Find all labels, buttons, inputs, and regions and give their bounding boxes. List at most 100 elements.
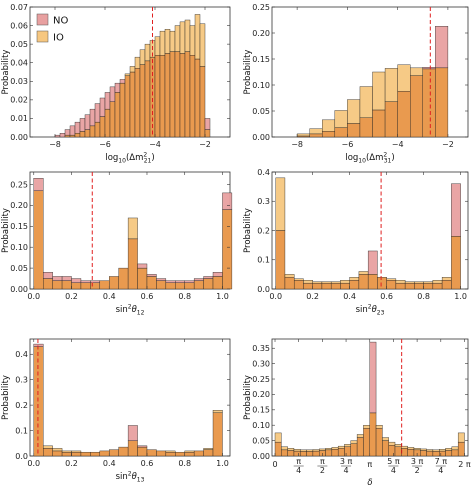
bar-io xyxy=(312,449,320,452)
bar-io xyxy=(413,448,421,451)
x-tick-label: 1.0 xyxy=(454,292,467,301)
bar-io xyxy=(287,448,295,451)
bar-no xyxy=(203,276,214,279)
bar-overlap xyxy=(212,276,223,290)
y-tick-label: 0.15 xyxy=(252,406,270,415)
bar-overlap xyxy=(363,428,370,457)
bar-overlap xyxy=(439,450,446,457)
x-tick-label-fraction: 3 π2 xyxy=(411,457,424,475)
bar-overlap xyxy=(395,282,406,290)
bar-overlap xyxy=(382,440,389,457)
bar-io xyxy=(184,450,195,453)
fraction-denominator: 2 xyxy=(415,466,420,475)
bar-io xyxy=(394,444,402,447)
x-tick-label: 0.8 xyxy=(178,459,191,468)
bar-io xyxy=(52,448,63,452)
y-tick-label: 0.4 xyxy=(15,350,28,359)
bar-io xyxy=(169,30,176,52)
bar-io xyxy=(344,444,352,447)
y-axis-label: Probability xyxy=(1,375,11,420)
legend-label-io: IO xyxy=(53,33,64,44)
bar-overlap xyxy=(184,451,195,457)
bar-overlap xyxy=(367,274,378,290)
x-tick-label: 0.2 xyxy=(306,292,319,301)
bar-overlap xyxy=(179,53,186,138)
bar-io xyxy=(199,23,206,67)
bar-no xyxy=(114,82,121,93)
bar-overlap xyxy=(33,190,44,290)
fraction-denominator: 4 xyxy=(391,466,396,475)
bar-io xyxy=(347,99,361,124)
x-axis-label: sin2θ12 xyxy=(116,304,145,317)
bar-no xyxy=(90,280,101,283)
y-tick-label: 0.00 xyxy=(252,452,270,461)
x-tick-label: 2 π xyxy=(458,460,471,469)
x-tick-label: 0.6 xyxy=(380,292,393,301)
bar-io xyxy=(275,177,286,231)
bar-no xyxy=(175,280,185,283)
bar-overlap xyxy=(275,230,286,290)
bar-io xyxy=(397,64,411,92)
bar-io xyxy=(358,271,369,275)
bar-io xyxy=(334,110,348,128)
bar-overlap xyxy=(321,282,332,290)
bar-overlap xyxy=(189,55,196,138)
y-tick-label: 0.10 xyxy=(252,81,270,90)
bar-io xyxy=(154,36,161,56)
bar-io xyxy=(407,447,415,450)
fraction-numerator: π xyxy=(320,457,325,466)
bar-overlap xyxy=(127,238,138,290)
bar-io xyxy=(395,280,406,284)
bar-overlap xyxy=(156,450,167,457)
bar-io xyxy=(386,278,397,281)
bar-no xyxy=(89,108,96,127)
x-tick-label: −8 xyxy=(291,140,303,149)
bar-no xyxy=(127,425,138,441)
fraction-numerator: 3 π xyxy=(411,457,424,466)
x-tick-label: 0.4 xyxy=(103,459,116,468)
bar-no xyxy=(109,86,116,102)
bar-overlap xyxy=(165,282,176,290)
bar-io xyxy=(388,441,396,446)
bar-io xyxy=(372,71,386,111)
histogram-panel-bottom-left: 0.0 0.1 0.2 0.3 0.4 0.0 0.2 0.4 0.6 0.8 1.0 sin2θ13… xyxy=(1,338,231,484)
y-tick-label: 0.10 xyxy=(10,243,28,252)
bar-io xyxy=(420,448,427,451)
bar-no xyxy=(69,125,76,136)
bar-overlap xyxy=(312,450,320,457)
bar-overlap xyxy=(165,451,176,457)
y-tick-label: 0.00 xyxy=(10,133,28,142)
bar-io xyxy=(164,29,171,54)
bar-no xyxy=(184,280,195,283)
bar-overlap xyxy=(420,450,427,457)
legend: NO IO xyxy=(36,13,68,44)
bar-overlap xyxy=(404,282,415,290)
bar-io xyxy=(340,280,350,284)
bar-no xyxy=(165,280,176,283)
x-tick-label: 0.4 xyxy=(343,292,356,301)
y-tick-label: 0.05 xyxy=(10,264,28,273)
bar-overlap xyxy=(322,131,336,138)
bar-io xyxy=(432,280,443,284)
bar-no xyxy=(71,278,82,283)
bar-io xyxy=(174,25,181,52)
bar-overlap xyxy=(204,129,211,138)
x-tick-label-fraction: π4 xyxy=(293,457,304,475)
bar-overlap xyxy=(457,441,465,457)
bar-io xyxy=(284,274,295,278)
bar-overlap xyxy=(71,282,82,290)
bar-no xyxy=(43,272,53,279)
bar-io xyxy=(414,281,424,284)
bar-overlap xyxy=(164,53,171,138)
bar-overlap xyxy=(369,412,377,457)
bar-no xyxy=(422,67,436,70)
bar-overlap xyxy=(71,451,82,457)
y-axis-label: Probability xyxy=(243,375,253,420)
bar-io xyxy=(322,119,336,132)
bar-io xyxy=(423,281,434,284)
bar-io xyxy=(134,56,141,69)
y-tick-label: 0.2 xyxy=(15,401,28,410)
bar-io xyxy=(194,14,201,60)
bar-overlap xyxy=(293,280,304,290)
bar-overlap xyxy=(104,108,111,138)
